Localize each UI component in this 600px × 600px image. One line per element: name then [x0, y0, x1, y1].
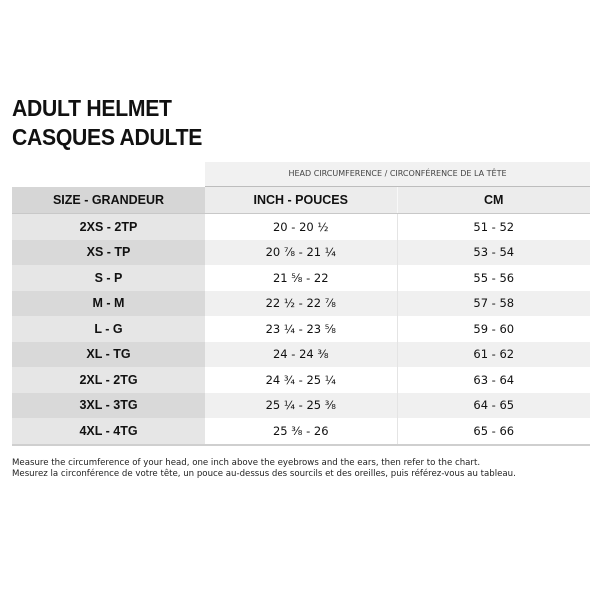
inch-cell: 25 ⅜ - 26 [205, 418, 398, 445]
column-header-row: SIZE - GRANDEUR INCH - POUCES CM [12, 187, 590, 214]
size-chart-table: SIZE - GRANDEUR INCH - POUCES CM 2XS - 2… [12, 187, 590, 446]
cm-cell: 55 - 56 [397, 265, 590, 291]
table-row: XS - TP 20 ⅞ - 21 ¼ 53 - 54 [12, 239, 590, 265]
table-row: XL - TG 24 - 24 ⅜ 61 - 62 [12, 341, 590, 367]
inch-cell: 25 ¼ - 25 ⅜ [205, 392, 398, 418]
column-header-size: SIZE - GRANDEUR [12, 187, 205, 214]
cm-cell: 57 - 58 [397, 290, 590, 316]
column-header-cm: CM [397, 187, 590, 214]
column-header-inch: INCH - POUCES [205, 187, 398, 214]
inch-cell: 20 ⅞ - 21 ¼ [205, 239, 398, 265]
cm-cell: 63 - 64 [397, 367, 590, 393]
table-row: 4XL - 4TG 25 ⅜ - 26 65 - 66 [12, 418, 590, 445]
table-row: M - M 22 ½ - 22 ⅞ 57 - 58 [12, 290, 590, 316]
inch-cell: 22 ½ - 22 ⅞ [205, 290, 398, 316]
size-cell: L - G [12, 316, 205, 342]
size-cell: 4XL - 4TG [12, 418, 205, 445]
size-cell: 2XL - 2TG [12, 367, 205, 393]
cm-cell: 51 - 52 [397, 213, 590, 240]
inch-cell: 20 - 20 ½ [205, 213, 398, 240]
cm-cell: 65 - 66 [397, 418, 590, 445]
page-title: ADULT HELMET CASQUES ADULTE [12, 94, 202, 152]
cm-cell: 53 - 54 [397, 239, 590, 265]
table-row: 2XL - 2TG 24 ¾ - 25 ¼ 63 - 64 [12, 367, 590, 393]
inch-cell: 21 ⅝ - 22 [205, 265, 398, 291]
head-circumference-header: HEAD CIRCUMFERENCE / CIRCONFÉRENCE DE LA… [205, 162, 590, 187]
cm-cell: 61 - 62 [397, 341, 590, 367]
inch-cell: 24 ¾ - 25 ¼ [205, 367, 398, 393]
table-row: S - P 21 ⅝ - 22 55 - 56 [12, 265, 590, 291]
title-french: CASQUES ADULTE [12, 124, 203, 150]
size-cell: 2XS - 2TP [12, 213, 205, 240]
size-cell: XL - TG [12, 341, 205, 367]
table-row: L - G 23 ¼ - 23 ⅝ 59 - 60 [12, 316, 590, 342]
size-cell: S - P [12, 265, 205, 291]
inch-cell: 24 - 24 ⅜ [205, 341, 398, 367]
title-english: ADULT HELMET [12, 95, 172, 121]
instruction-french: Mesurez la circonférence de votre tête, … [12, 469, 516, 479]
size-cell: 3XL - 3TG [12, 392, 205, 418]
inch-cell: 23 ¼ - 23 ⅝ [205, 316, 398, 342]
size-cell: XS - TP [12, 239, 205, 265]
size-cell: M - M [12, 290, 205, 316]
instruction-english: Measure the circumference of your head, … [12, 458, 481, 468]
table-row: 2XS - 2TP 20 - 20 ½ 51 - 52 [12, 213, 590, 240]
cm-cell: 59 - 60 [397, 316, 590, 342]
table-row: 3XL - 3TG 25 ¼ - 25 ⅜ 64 - 65 [12, 392, 590, 418]
measurement-instructions: Measure the circumference of your head, … [12, 458, 516, 480]
cm-cell: 64 - 65 [397, 392, 590, 418]
